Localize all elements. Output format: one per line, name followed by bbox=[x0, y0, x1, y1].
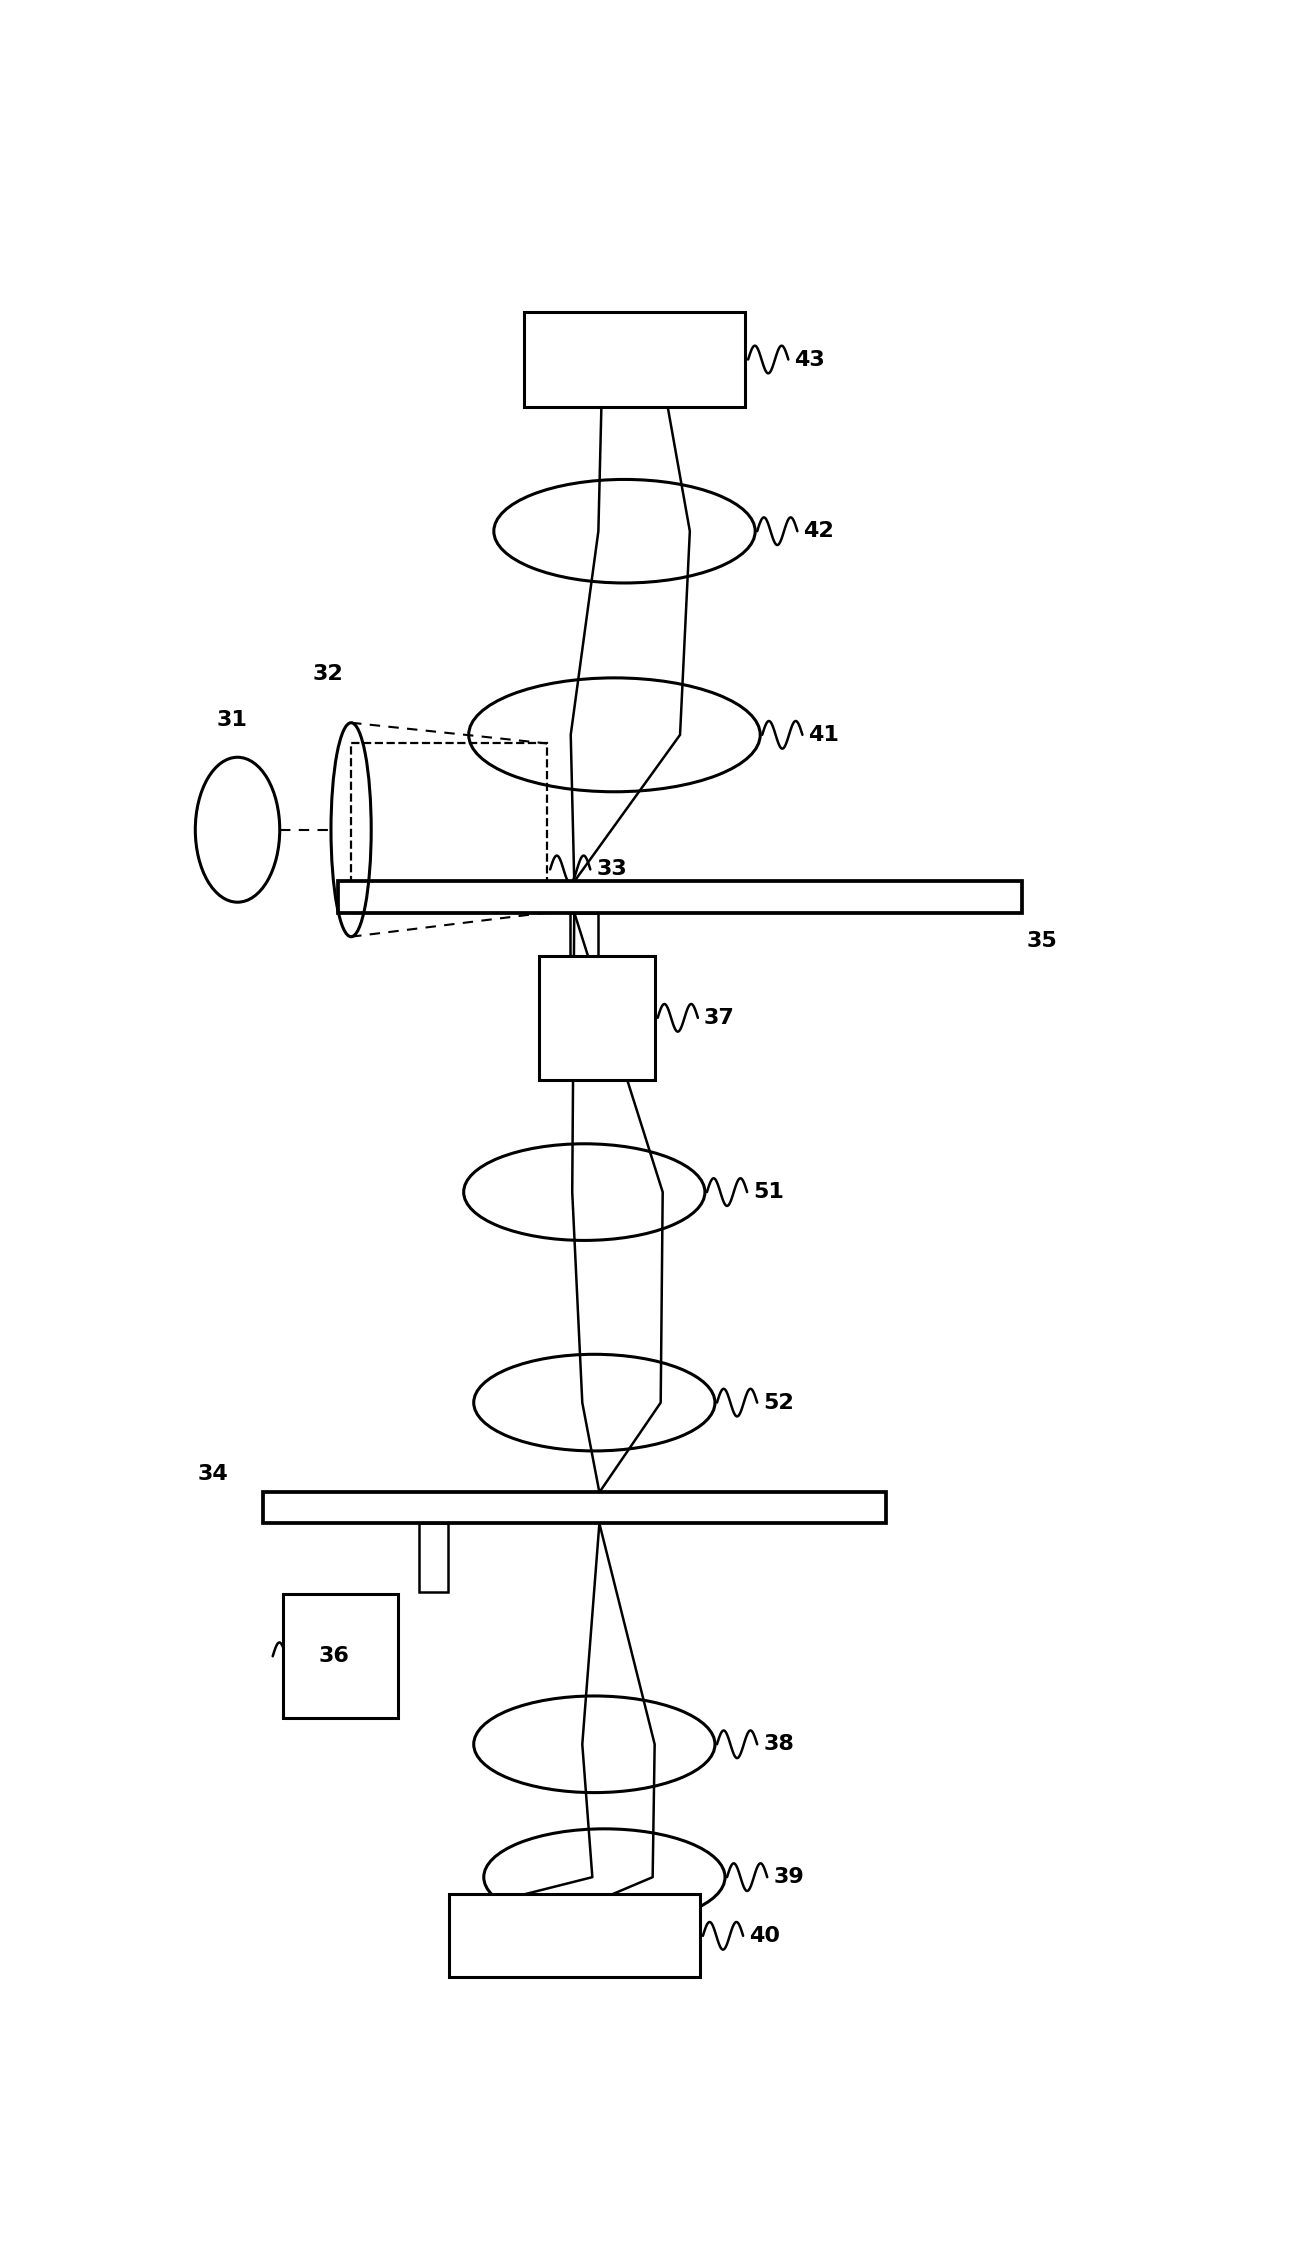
Text: 42: 42 bbox=[803, 522, 834, 542]
Text: 40: 40 bbox=[750, 1925, 781, 1945]
Bar bbox=[540, 955, 655, 1080]
Text: 33: 33 bbox=[597, 858, 628, 878]
Text: 31: 31 bbox=[217, 710, 248, 731]
Bar bbox=[571, 912, 598, 970]
Text: 37: 37 bbox=[704, 1008, 735, 1029]
Bar bbox=[449, 1894, 700, 1977]
Text: 36: 36 bbox=[319, 1647, 350, 1667]
Bar bbox=[283, 1593, 398, 1719]
Bar bbox=[419, 1524, 447, 1593]
Text: 34: 34 bbox=[197, 1463, 228, 1484]
Text: 32: 32 bbox=[313, 663, 344, 684]
Bar bbox=[351, 744, 547, 912]
Bar bbox=[262, 1493, 886, 1524]
Bar bbox=[524, 311, 744, 408]
Text: 51: 51 bbox=[754, 1181, 785, 1201]
Text: 52: 52 bbox=[763, 1392, 794, 1412]
Text: 38: 38 bbox=[763, 1735, 794, 1755]
Text: 43: 43 bbox=[794, 350, 825, 370]
Text: 41: 41 bbox=[808, 724, 839, 744]
Text: 39: 39 bbox=[773, 1867, 804, 1887]
Text: 35: 35 bbox=[1026, 930, 1057, 950]
Circle shape bbox=[196, 757, 280, 903]
Bar bbox=[339, 881, 1022, 912]
